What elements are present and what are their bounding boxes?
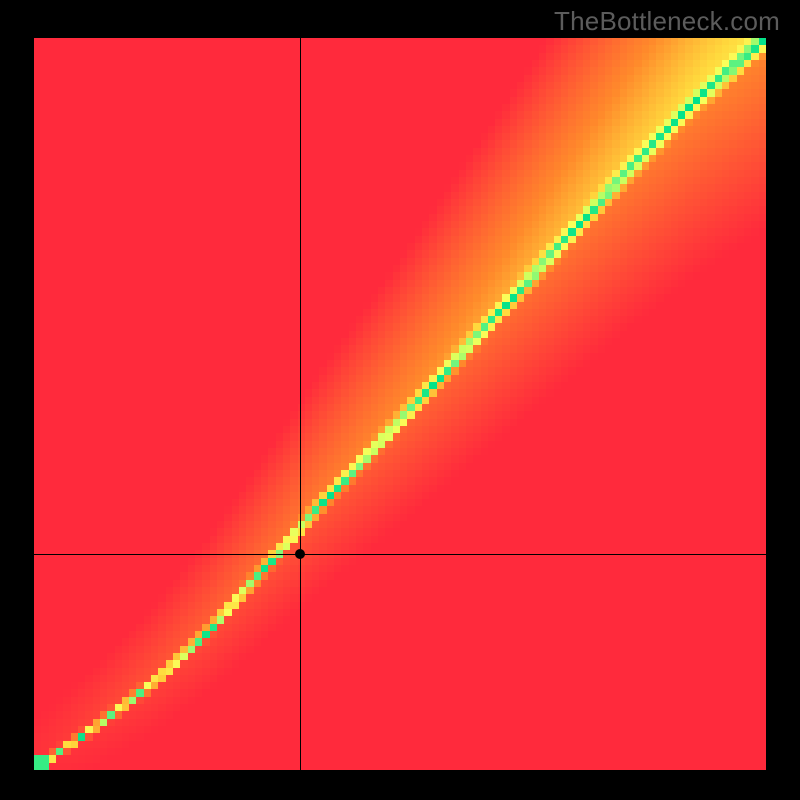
crosshair-horizontal: [34, 554, 766, 555]
watermark-text: TheBottleneck.com: [554, 6, 780, 37]
crosshair-vertical: [300, 38, 301, 770]
crosshair-marker: [295, 549, 305, 559]
heatmap-canvas: [34, 38, 766, 770]
plot-area: [34, 38, 766, 770]
chart-frame: TheBottleneck.com: [0, 0, 800, 800]
